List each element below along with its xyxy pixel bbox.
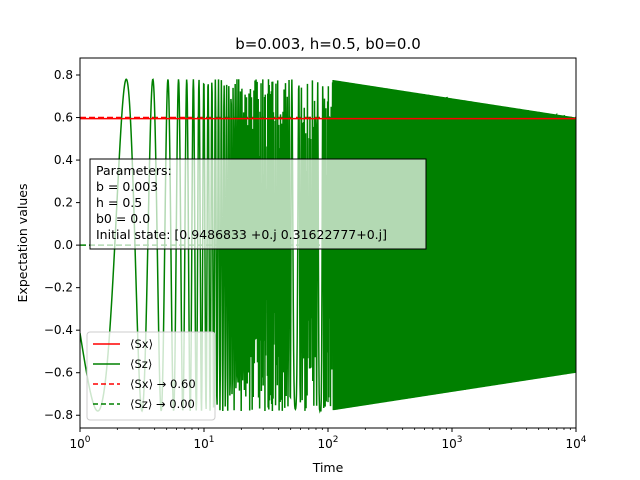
y-tick-label: 0.6	[54, 111, 73, 125]
y-tick-label: 0.0	[54, 238, 73, 252]
y-axis-label: Expectation values	[15, 184, 30, 303]
y-tick-label: −0.6	[44, 366, 73, 380]
x-axis-label: Time	[312, 460, 344, 475]
y-tick-label: 0.2	[54, 196, 73, 210]
annotation-box	[89, 158, 427, 250]
legend-label: ⟨Sx⟩	[130, 337, 153, 351]
ticks-layer: 100 101 102 103 104 0.8 0.6 0.4 0.2 0.0 −0.2 −0.4 −0…	[44, 68, 587, 451]
x-tick-label: 100	[69, 435, 90, 451]
y-tick-label: 0.4	[54, 153, 73, 167]
annotation-line: Parameters:	[96, 163, 172, 178]
annotation-line: h = 0.5	[96, 195, 142, 210]
y-tick-label: −0.8	[44, 408, 73, 422]
y-tick-label: −0.4	[44, 323, 73, 337]
series-sz-band	[332, 80, 576, 411]
annotation-line: b0 = 0.0	[96, 211, 150, 226]
annotation-line: b = 0.003	[96, 179, 158, 194]
y-tick-label: 0.8	[54, 68, 73, 82]
x-tick-label: 101	[193, 435, 214, 451]
legend-label: ⟨Sx⟩ → 0.60	[130, 377, 196, 391]
x-tick-label: 104	[565, 435, 586, 451]
annotation-line: Initial state: [0.9486833 +0.j 0.3162277…	[96, 227, 387, 242]
x-tick-label: 102	[317, 435, 338, 451]
legend: ⟨Sx⟩ ⟨Sz⟩ ⟨Sx⟩ → 0.60 ⟨Sz⟩ → 0.00	[86, 331, 216, 421]
x-tick-label: 103	[441, 435, 462, 451]
legend-label: ⟨Sz⟩	[130, 357, 152, 371]
legend-label: ⟨Sz⟩ → 0.00	[130, 397, 195, 411]
chart-title: b=0.003, h=0.5, b0=0.0	[235, 35, 421, 53]
legend-frame	[86, 331, 216, 421]
y-tick-label: −0.2	[44, 281, 73, 295]
